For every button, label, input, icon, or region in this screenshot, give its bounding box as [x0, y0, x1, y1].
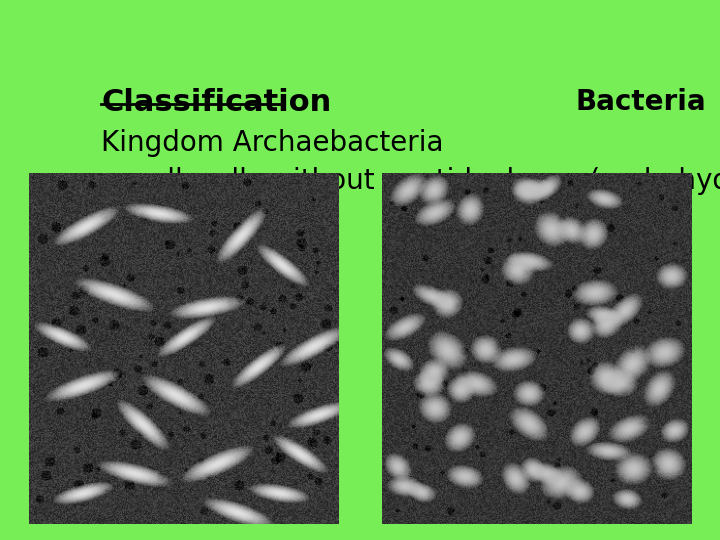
Text: Bacteria: Bacteria	[575, 87, 706, 116]
Text: Classification: Classification	[101, 87, 331, 117]
Text: •  cell walls without peptidoglycan (carbohydrate): • cell walls without peptidoglycan (carb…	[101, 167, 720, 195]
Text: Kingdom Archaebacteria: Kingdom Archaebacteria	[101, 129, 444, 157]
